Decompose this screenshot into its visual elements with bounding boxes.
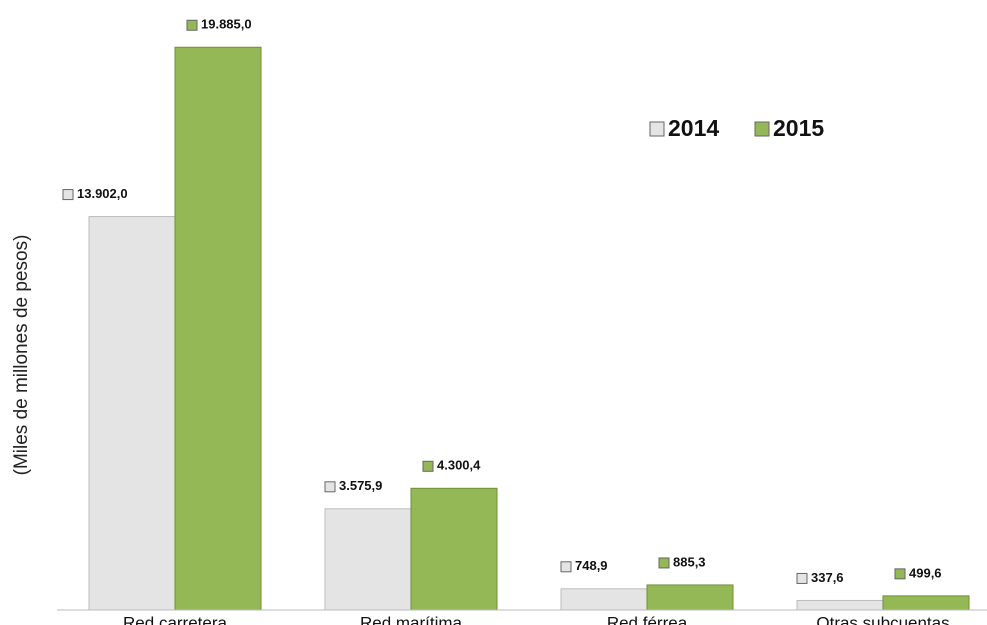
x-tick-label: Red férrea <box>607 613 688 625</box>
bar <box>174 46 262 611</box>
label-swatch <box>62 189 74 201</box>
x-tick-label: Red marítima <box>360 613 463 625</box>
x-tick-label: Otras subcuentas <box>816 613 949 625</box>
value-label: 499,6 <box>909 565 942 580</box>
label-swatch <box>658 557 670 569</box>
legend-label: 2015 <box>773 115 824 141</box>
value-label: 337,6 <box>811 570 844 585</box>
bar <box>324 508 412 611</box>
label-swatch <box>324 481 336 493</box>
label-swatch <box>796 572 808 584</box>
bar <box>88 216 176 611</box>
legend-swatch <box>754 121 770 137</box>
bar <box>410 487 498 611</box>
x-tick-label: Red carretera <box>123 613 227 625</box>
legend-label: 2014 <box>668 115 719 141</box>
y-axis-label: (Miles de millones de pesos) <box>11 235 32 476</box>
label-swatch <box>186 19 198 31</box>
value-label: 13.902,0 <box>77 186 128 201</box>
value-label: 4.300,4 <box>437 458 481 473</box>
label-swatch <box>560 561 572 573</box>
value-label: 748,9 <box>575 558 608 573</box>
value-label: 3.575,9 <box>339 478 382 493</box>
value-label: 885,3 <box>673 554 706 569</box>
bar <box>646 584 734 611</box>
bar <box>796 599 884 611</box>
value-label: 19.885,0 <box>201 17 252 32</box>
legend-swatch <box>649 121 665 137</box>
label-swatch <box>422 460 434 472</box>
bar <box>560 588 648 611</box>
label-swatch <box>894 568 906 580</box>
bar <box>882 595 970 611</box>
